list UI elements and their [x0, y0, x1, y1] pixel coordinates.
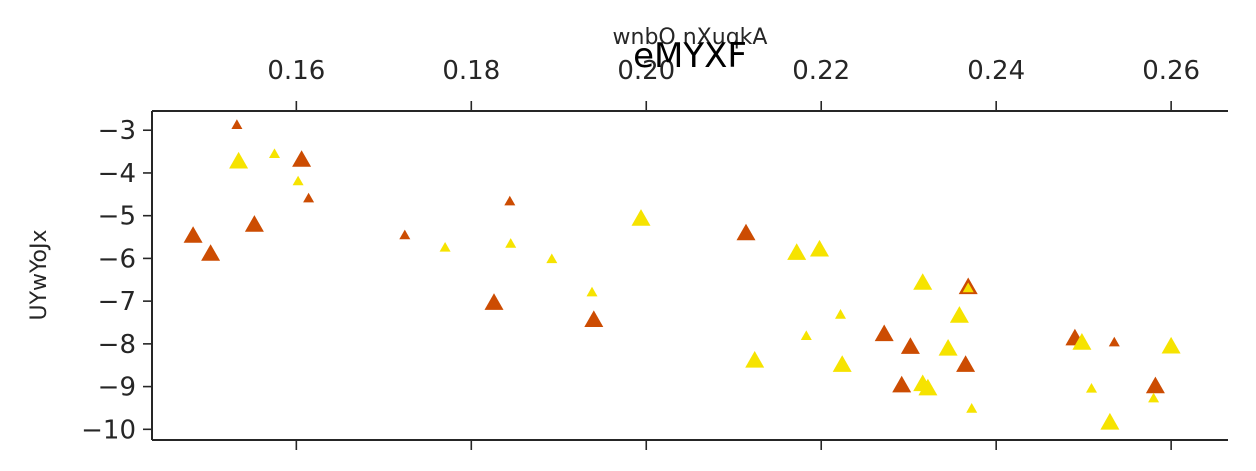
- y-tick-label: −3: [98, 116, 136, 146]
- x-tick-label: 0.22: [792, 56, 850, 86]
- scatter-point-yellow: [229, 151, 249, 169]
- scatter-point-yellow: [835, 309, 846, 319]
- scatter-point-orange: [183, 226, 203, 243]
- y-tick-label: −4: [98, 159, 136, 189]
- scatter-point-orange: [244, 215, 264, 232]
- scatter-point-yellow: [586, 286, 598, 297]
- scatter-point-orange: [484, 293, 504, 310]
- scatter-point-yellow: [269, 148, 280, 158]
- scatter-point-yellow: [918, 378, 938, 396]
- y-tick-label: −5: [98, 202, 136, 232]
- scatter-point-yellow: [505, 238, 517, 248]
- scatter-point-orange: [874, 324, 894, 342]
- ticks: 0.16 0.18 0.20 0.22 0.24 0.26 −3 −4 −5 −6 −7 −8 −9 −1…: [81, 56, 1200, 450]
- scatter-point-yellow: [745, 351, 765, 368]
- x-tick-label: 0.24: [967, 56, 1025, 86]
- scatter-point-orange: [303, 192, 315, 203]
- x-tick-label: 0.16: [267, 56, 325, 86]
- scatter-point-orange: [956, 355, 976, 372]
- y-tick-label: −7: [98, 287, 136, 317]
- chart-title: eMYXF: [633, 36, 747, 76]
- scatter-point-yellow: [832, 355, 852, 372]
- scatter-point-yellow: [913, 273, 933, 290]
- scatter-point-yellow: [631, 209, 651, 226]
- plot-marks: [183, 119, 1181, 430]
- scatter-point-yellow: [949, 306, 969, 323]
- scatter-point-orange: [584, 310, 604, 327]
- scatter-point-yellow: [1161, 336, 1181, 354]
- scatter-point-orange: [736, 223, 756, 241]
- scatter-point-yellow: [546, 253, 558, 264]
- scatter-point-yellow: [938, 339, 958, 356]
- scatter-point-orange: [231, 119, 243, 129]
- scatter-point-yellow: [962, 282, 974, 293]
- scatter-point-yellow: [1072, 333, 1092, 350]
- scatter-point-orange: [399, 229, 411, 240]
- scatter-point-yellow: [1100, 412, 1120, 430]
- scatter-point-yellow: [810, 239, 829, 257]
- scatter-point-orange: [504, 195, 516, 206]
- scatter-point-orange: [201, 244, 221, 261]
- axes: [151, 110, 1228, 441]
- scatter-point-orange: [900, 337, 920, 354]
- scatter-point-orange: [292, 150, 312, 167]
- scatter-point-orange: [892, 375, 912, 393]
- scatter-point-yellow: [439, 242, 451, 252]
- y-tick-label: −8: [98, 330, 136, 360]
- x-tick-label: 0.20: [617, 56, 675, 86]
- y-tick-label: −6: [98, 244, 136, 274]
- x-tick-label: 0.26: [1142, 56, 1200, 86]
- y-axis-label: UYwYoJx: [27, 229, 52, 320]
- scatter-point-orange: [1145, 376, 1165, 394]
- scatter-point-yellow: [1148, 392, 1160, 403]
- scatter-point-yellow: [1086, 383, 1097, 393]
- x-tick-label: 0.18: [442, 56, 500, 86]
- scatter-point-orange: [1108, 336, 1120, 347]
- scatter-point-yellow: [966, 403, 978, 413]
- scatter-point-yellow: [800, 330, 812, 340]
- scatter-point-yellow: [787, 243, 807, 260]
- x-axis-label: wnbO nXuqkA: [613, 25, 768, 50]
- y-tick-label: −10: [81, 415, 136, 445]
- scatter-point-yellow: [292, 175, 304, 186]
- y-tick-label: −9: [98, 373, 136, 403]
